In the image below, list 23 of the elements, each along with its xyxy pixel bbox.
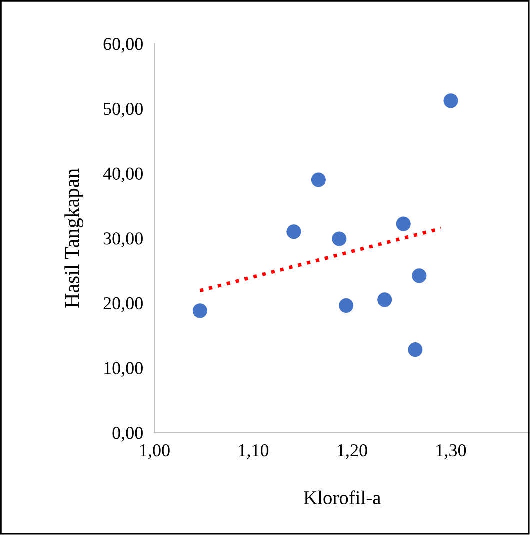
y-tick-label: 40,00 (103, 168, 143, 183)
y-tick-label: 50,00 (104, 102, 143, 118)
y-tick-label: 20,00 (104, 297, 143, 312)
y-tick-label: 0,00 (112, 427, 143, 442)
x-tick-label: 1,30 (436, 444, 466, 460)
point (286, 224, 302, 240)
point (444, 94, 458, 108)
x-tick-label: 1,20 (338, 444, 368, 460)
y-tick-label: 10,00 (104, 362, 143, 378)
point (396, 216, 411, 232)
point (412, 268, 427, 284)
point (408, 342, 423, 358)
x-tick-label: 1,10 (239, 444, 269, 460)
x-axis-title: Klorofil-a (304, 490, 381, 505)
y-tick-label: 30,00 (104, 232, 143, 248)
point (378, 292, 392, 308)
point (311, 172, 326, 188)
point (332, 232, 347, 246)
point (339, 298, 354, 314)
y-axis-title: Hasil Tangkapan (64, 168, 84, 308)
point (192, 304, 208, 318)
y-tick-label: 60,00 (104, 38, 143, 53)
x-tick-label: 1,00 (140, 444, 170, 460)
